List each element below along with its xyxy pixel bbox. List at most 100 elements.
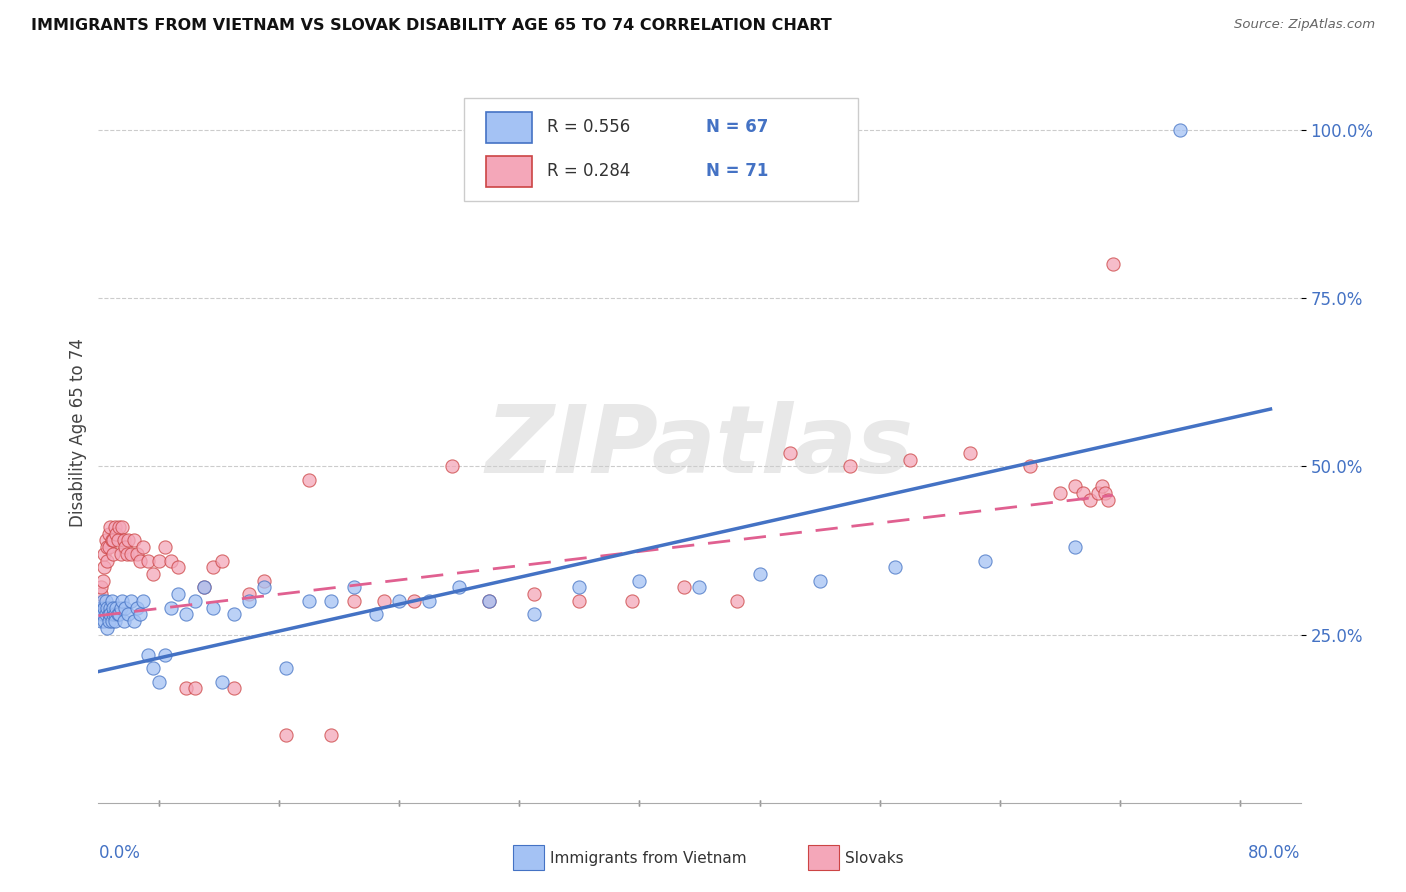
- Point: [1049, 486, 1071, 500]
- Point: [1087, 486, 1109, 500]
- Point: [94, 607, 117, 622]
- Point: [193, 581, 215, 595]
- Point: [183, 681, 205, 696]
- Point: [748, 566, 770, 581]
- Text: N = 71: N = 71: [706, 162, 769, 180]
- Point: [105, 526, 128, 541]
- Point: [132, 594, 155, 608]
- Point: [974, 553, 997, 567]
- Point: [523, 607, 546, 622]
- Point: [96, 553, 118, 567]
- Point: [478, 594, 501, 608]
- Point: [167, 560, 190, 574]
- Point: [238, 587, 260, 601]
- Point: [90, 587, 112, 601]
- Point: [373, 594, 395, 608]
- Point: [321, 594, 343, 608]
- Point: [112, 614, 135, 628]
- Point: [89, 600, 111, 615]
- Point: [90, 600, 112, 615]
- Point: [108, 520, 131, 534]
- Point: [1170, 122, 1192, 136]
- Point: [620, 594, 643, 608]
- Point: [124, 614, 146, 628]
- Point: [201, 560, 224, 574]
- Point: [673, 581, 696, 595]
- Point: [298, 594, 321, 608]
- Point: [97, 526, 120, 541]
- Point: [238, 594, 260, 608]
- Point: [97, 614, 120, 628]
- Point: [110, 600, 132, 615]
- Text: Immigrants from Vietnam: Immigrants from Vietnam: [550, 851, 747, 865]
- Point: [183, 594, 205, 608]
- Text: 0.0%: 0.0%: [98, 844, 141, 862]
- Point: [93, 614, 115, 628]
- Point: [1091, 479, 1114, 493]
- Text: 80.0%: 80.0%: [1249, 844, 1301, 862]
- Point: [418, 594, 440, 608]
- Point: [100, 607, 122, 622]
- Text: Slovaks: Slovaks: [845, 851, 904, 865]
- Point: [141, 661, 163, 675]
- Point: [90, 614, 112, 628]
- Point: [159, 553, 181, 567]
- Point: [107, 533, 129, 548]
- Point: [688, 581, 710, 595]
- Point: [883, 560, 905, 574]
- Point: [91, 594, 114, 608]
- Point: [93, 600, 115, 615]
- Point: [1097, 492, 1119, 507]
- Point: [91, 574, 114, 588]
- Point: [808, 574, 831, 588]
- Point: [136, 553, 159, 567]
- Point: [174, 607, 197, 622]
- Point: [523, 587, 546, 601]
- Point: [222, 681, 245, 696]
- Point: [201, 600, 224, 615]
- Point: [105, 600, 128, 615]
- Point: [103, 607, 125, 622]
- Point: [402, 594, 425, 608]
- Point: [136, 648, 159, 662]
- Point: [959, 446, 981, 460]
- Point: [159, 600, 181, 615]
- Point: [127, 600, 149, 615]
- Point: [103, 600, 125, 615]
- Point: [779, 446, 801, 460]
- Point: [1101, 257, 1123, 271]
- Point: [100, 600, 122, 615]
- Point: [1064, 540, 1087, 554]
- Point: [94, 533, 117, 548]
- Point: [121, 547, 143, 561]
- Point: [100, 520, 122, 534]
- Text: R = 0.556: R = 0.556: [547, 119, 630, 136]
- Point: [89, 607, 111, 622]
- Point: [222, 607, 245, 622]
- Point: [153, 540, 176, 554]
- Point: [115, 547, 138, 561]
- Point: [343, 594, 366, 608]
- Point: [193, 581, 215, 595]
- Point: [117, 533, 139, 548]
- Point: [129, 553, 152, 567]
- Point: [110, 547, 132, 561]
- Point: [298, 473, 321, 487]
- Point: [725, 594, 748, 608]
- Point: [97, 540, 120, 554]
- Point: [167, 587, 190, 601]
- Text: R = 0.284: R = 0.284: [547, 162, 630, 180]
- Point: [132, 540, 155, 554]
- Point: [104, 607, 127, 622]
- Point: [1094, 486, 1116, 500]
- Point: [321, 729, 343, 743]
- Point: [93, 560, 115, 574]
- Point: [114, 600, 136, 615]
- Point: [1064, 479, 1087, 493]
- Point: [117, 607, 139, 622]
- Point: [276, 661, 298, 675]
- Bar: [486, 112, 531, 143]
- Point: [1078, 492, 1101, 507]
- Point: [90, 581, 112, 595]
- Point: [478, 594, 501, 608]
